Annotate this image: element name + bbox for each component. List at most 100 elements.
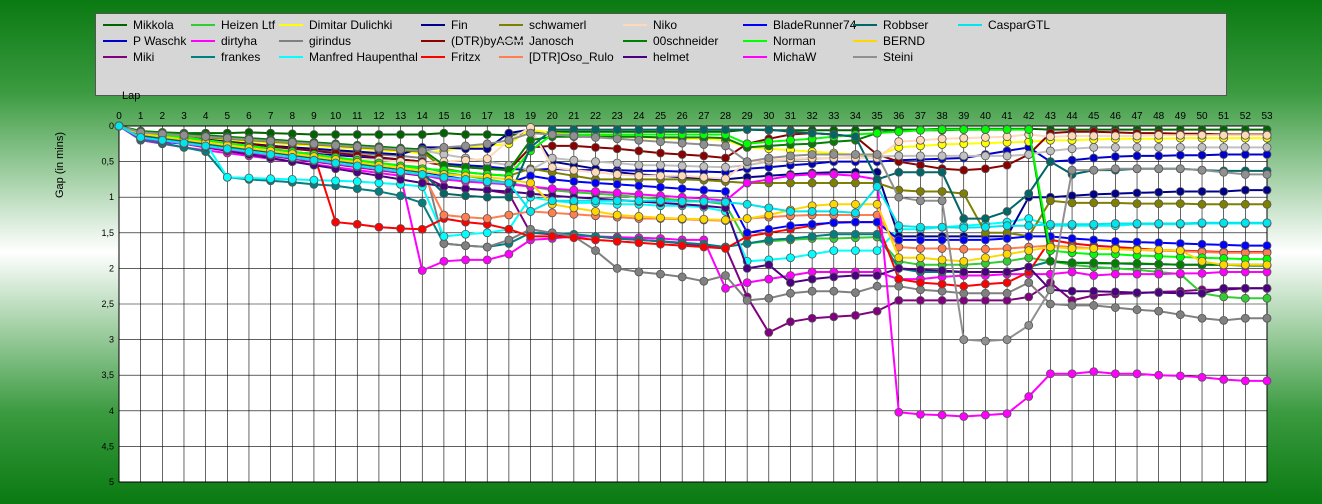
data-point xyxy=(1024,221,1034,231)
data-point xyxy=(742,228,752,238)
data-point xyxy=(612,236,622,246)
data-point xyxy=(764,260,774,270)
x-tick-label: 40 xyxy=(980,111,992,122)
x-tick-label: 11 xyxy=(352,111,363,122)
x-tick-label: 39 xyxy=(958,111,970,122)
data-point xyxy=(916,196,925,206)
data-point xyxy=(1154,199,1164,209)
x-tick-label: 26 xyxy=(677,111,689,122)
data-point xyxy=(1067,369,1077,379)
data-point xyxy=(894,221,904,231)
data-point xyxy=(1132,131,1142,141)
data-point xyxy=(1132,369,1142,379)
x-tick-label: 27 xyxy=(698,111,710,122)
x-tick-label: 23 xyxy=(612,111,624,122)
legend-swatch xyxy=(623,24,647,26)
data-point xyxy=(1197,187,1207,196)
data-point xyxy=(461,191,470,201)
data-point xyxy=(1240,313,1250,323)
data-point xyxy=(742,178,752,188)
data-point xyxy=(851,271,860,280)
data-point xyxy=(829,150,839,159)
data-point xyxy=(266,136,276,146)
data-point xyxy=(1175,219,1185,228)
data-point xyxy=(1175,371,1185,381)
legend-swatch xyxy=(421,56,445,58)
data-point xyxy=(1197,199,1207,209)
data-point xyxy=(677,161,687,171)
data-point xyxy=(1175,199,1185,209)
data-point xyxy=(201,141,211,151)
series-23 xyxy=(114,121,1272,346)
data-point xyxy=(374,222,384,232)
data-point xyxy=(1240,142,1250,152)
data-point xyxy=(396,145,405,154)
legend-label: Janosch xyxy=(529,34,574,48)
data-point xyxy=(656,269,665,279)
data-point xyxy=(331,130,341,139)
legend-label: Robbser xyxy=(883,18,929,32)
x-tick-label: 50 xyxy=(1196,111,1208,122)
data-point xyxy=(1132,245,1142,255)
data-point xyxy=(547,208,557,218)
legend-swatch xyxy=(499,24,523,26)
data-point xyxy=(482,242,492,252)
data-point xyxy=(894,137,904,147)
x-tick-label: 19 xyxy=(525,111,537,122)
legend-swatch xyxy=(743,56,767,58)
data-point xyxy=(439,172,449,182)
data-point xyxy=(699,185,709,195)
data-point xyxy=(937,196,947,206)
data-point xyxy=(656,182,665,192)
data-point xyxy=(1219,218,1229,228)
data-point xyxy=(916,278,925,288)
data-point xyxy=(1197,239,1207,249)
data-point xyxy=(656,137,665,147)
data-point xyxy=(1262,199,1272,209)
data-point xyxy=(1045,256,1055,266)
data-point xyxy=(1197,256,1207,266)
data-point xyxy=(504,210,514,220)
data-point xyxy=(981,253,990,263)
data-point xyxy=(742,157,752,167)
data-point xyxy=(959,235,969,245)
data-point xyxy=(547,174,557,184)
data-point xyxy=(1132,142,1142,152)
data-point xyxy=(981,410,990,420)
data-point xyxy=(829,207,839,216)
data-point xyxy=(1067,258,1077,268)
legend-label: Norman xyxy=(773,34,816,48)
data-point xyxy=(374,187,384,196)
data-point xyxy=(1045,146,1055,156)
data-point xyxy=(1089,235,1099,245)
y-axis-label: Gap (in mins) xyxy=(54,132,66,198)
data-point xyxy=(1045,369,1055,379)
data-point xyxy=(1024,262,1034,272)
legend-label: Steini xyxy=(883,50,914,64)
data-point xyxy=(764,328,774,337)
data-point xyxy=(591,132,600,142)
data-point xyxy=(331,176,341,186)
data-point xyxy=(1024,292,1034,302)
data-point xyxy=(807,170,817,179)
data-point xyxy=(439,128,449,138)
x-tick-label: 6 xyxy=(246,111,252,122)
data-point xyxy=(742,139,752,149)
data-point xyxy=(1219,240,1229,250)
data-point xyxy=(482,177,492,186)
data-point xyxy=(417,130,427,139)
x-tick-label: 31 xyxy=(785,111,797,122)
data-point xyxy=(851,208,860,218)
data-point xyxy=(786,288,795,298)
data-point xyxy=(569,155,579,165)
data-point xyxy=(1002,267,1012,277)
data-point xyxy=(894,151,904,161)
data-point xyxy=(1045,157,1055,167)
x-tick-label: 13 xyxy=(395,111,407,122)
data-point xyxy=(1067,131,1077,141)
data-point xyxy=(1175,246,1185,256)
data-point xyxy=(829,178,839,188)
data-point xyxy=(937,151,947,161)
data-point xyxy=(656,148,665,158)
y-tick-label: 3,5 xyxy=(101,370,114,380)
